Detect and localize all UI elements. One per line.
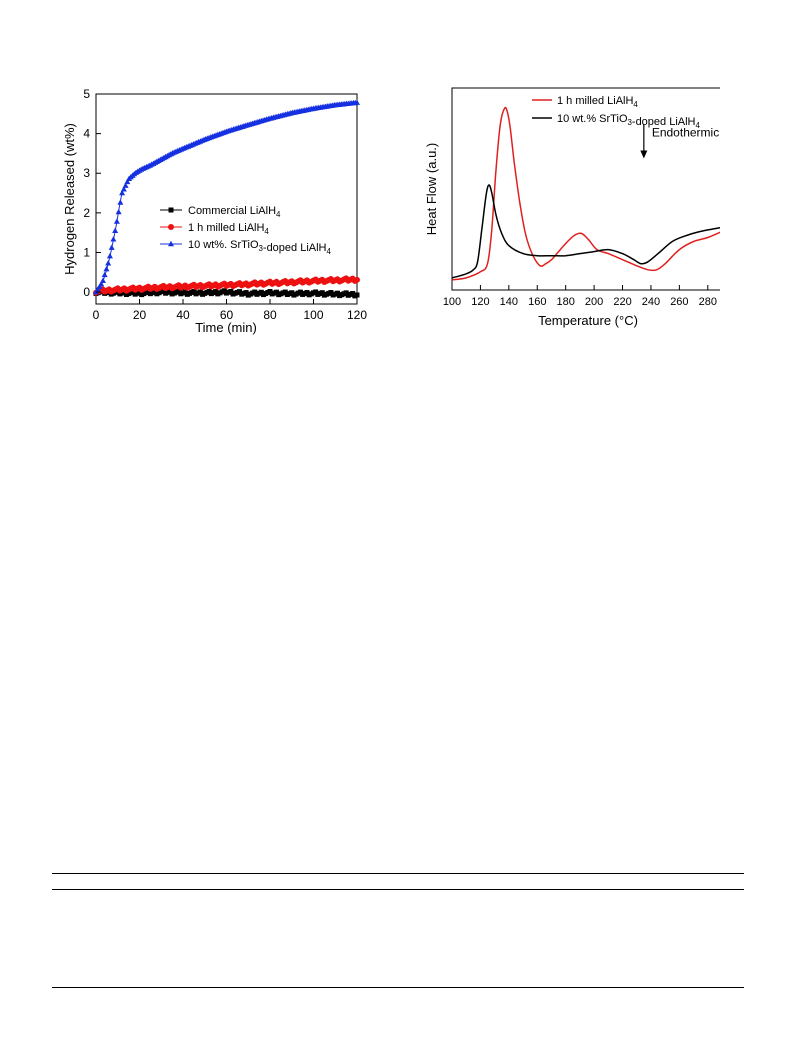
data-point [106,252,113,259]
x-tick-label: 100 [443,296,461,308]
series-3 [93,99,360,295]
y-tick-label: 5 [83,87,90,101]
legend-entry: 10 wt.% SrTiO3-doped LiAlH4 [532,113,701,130]
legend: 1 h milled LiAlH4 10 wt.% SrTiO3-doped Li… [532,95,701,130]
data-point [101,271,108,278]
legend-entry: 1 h milled LiAlH4 [532,95,638,109]
data-point [112,227,119,234]
legend-label: 1 h milled LiAlH4 [188,222,269,236]
x-tick-label: 0 [93,308,100,322]
x-tick-label: 260 [670,296,688,308]
annotation-label: Endothermic [652,126,719,140]
arrow-head [640,150,648,159]
data-point [237,289,243,295]
y-tick-label: 1 [83,245,90,259]
data-point [122,182,129,188]
data-point [113,218,120,224]
legend-entry: 1 h milled LiAlH4 [160,222,269,236]
plot-area [93,99,360,299]
data-point [124,178,131,185]
legend-label: 10 wt.% SrTiO3-doped LiAlH4 [557,113,701,130]
x-tick-label: 180 [557,296,575,308]
x-tick-label: 80 [263,308,277,322]
data-point [108,244,115,250]
endothermic-annotation: Endothermic [640,124,719,159]
y-axis-label: Hydrogen Released (wt%) [62,123,77,275]
dsc-heat-flow-chart: 100 120 140 160 180 200 220 240 260 280 1 h mille… [420,78,723,340]
y-axis-label: Heat Flow (a.u.) [424,143,439,235]
y-tick-label: 3 [83,166,90,180]
x-tick-label: 220 [613,296,631,308]
plot-frame [95,93,358,305]
dsc-heat-flow-svg: 100 120 140 160 180 200 220 240 260 280 1 h mille… [424,87,723,328]
data-point [228,288,234,294]
table-header-rule [52,889,744,890]
x-tick-label: 40 [176,308,190,322]
legend-marker [168,224,174,230]
table-bottom-rule [52,987,744,988]
data-point [110,236,117,242]
legend: Commercial LiAlH4 1 h milled LiAlH4 10 wt%… [160,205,332,256]
data-point [105,260,112,266]
series-line-1 [451,106,723,281]
legend-entry: Commercial LiAlH4 [160,205,281,219]
x-axis-label: Temperature (°C) [538,313,638,328]
hydrogen-release-svg: 0 20 40 60 80 100 120 0 1 2 3 4 5 Commercial LiAlH4 1… [62,87,367,335]
series-line-2 [451,184,723,279]
x-tick-label: 100 [303,308,323,322]
legend-label: 1 h milled LiAlH4 [557,95,638,109]
legend-label: 10 wt%. SrTiO3-doped LiAlH4 [188,239,332,256]
x-tick-label: 20 [133,308,147,322]
data-point [103,265,110,272]
x-tick-label: 240 [642,296,660,308]
data-point [117,199,124,205]
x-tick-label: 160 [528,296,546,308]
plot-area [451,106,723,281]
data-point [115,208,122,215]
x-axis-label: Time (min) [195,320,257,335]
legend-label: Commercial LiAlH4 [188,205,281,219]
x-tick-label: 60 [220,308,234,322]
table-top-rule [52,873,744,874]
data-point [120,186,127,192]
data-point [354,99,360,105]
data-point [98,280,105,287]
series-1 [93,288,360,299]
data-point [119,189,126,196]
data-point [354,292,360,298]
y-tick-label: 0 [83,285,90,299]
series-2 [93,275,360,296]
data-point [99,277,106,283]
y-tick-label: 2 [83,206,90,220]
axis-ticks: 0 20 40 60 80 100 120 0 1 2 3 4 5 [83,87,367,322]
data-point [354,276,360,283]
data-point [243,290,249,296]
hydrogen-release-chart: 0 20 40 60 80 100 120 0 1 2 3 4 5 Commercial LiAlH4 1… [40,78,380,346]
y-tick-label: 4 [83,127,90,141]
legend-entry: 10 wt%. SrTiO3-doped LiAlH4 [160,239,332,256]
x-tick-label: 120 [471,296,489,308]
legend-marker [168,240,174,247]
x-tick-label: 280 [699,296,717,308]
legend-marker [168,207,174,213]
x-tick-label: 120 [347,308,367,322]
x-tick-label: 140 [500,296,518,308]
x-tick-label: 200 [585,296,603,308]
axis-ticks: 100 120 140 160 180 200 220 240 260 280 [443,285,717,308]
